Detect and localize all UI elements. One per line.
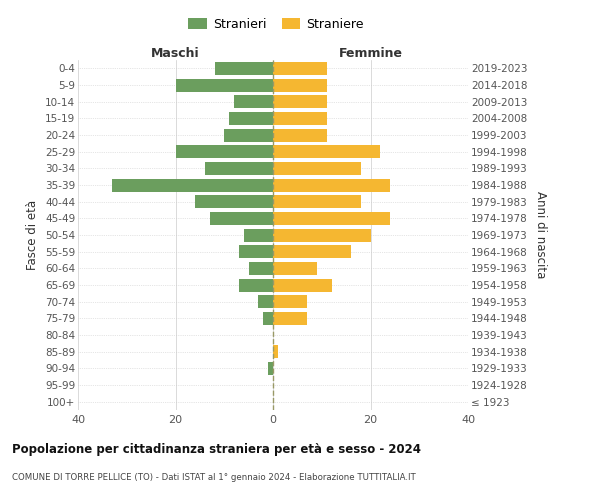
Text: Maschi: Maschi — [151, 47, 200, 60]
Bar — [239, 245, 273, 258]
Bar — [273, 228, 371, 241]
Bar — [273, 112, 326, 125]
Bar — [205, 162, 273, 175]
Bar — [273, 262, 317, 275]
Bar — [273, 245, 351, 258]
Bar — [273, 78, 326, 92]
Bar — [268, 362, 273, 375]
Bar — [234, 95, 273, 108]
Bar — [273, 195, 361, 208]
Y-axis label: Anni di nascita: Anni di nascita — [534, 192, 547, 278]
Bar — [273, 62, 326, 75]
Bar — [195, 195, 273, 208]
Bar — [273, 312, 307, 325]
Y-axis label: Fasce di età: Fasce di età — [26, 200, 40, 270]
Bar — [273, 345, 278, 358]
Text: Femmine: Femmine — [338, 47, 403, 60]
Bar — [224, 128, 273, 141]
Text: COMUNE DI TORRE PELLICE (TO) - Dati ISTAT al 1° gennaio 2024 - Elaborazione TUTT: COMUNE DI TORRE PELLICE (TO) - Dati ISTA… — [12, 472, 416, 482]
Bar — [273, 145, 380, 158]
Bar — [215, 62, 273, 75]
Bar — [248, 262, 273, 275]
Bar — [273, 212, 390, 225]
Bar — [273, 95, 326, 108]
Bar — [239, 278, 273, 291]
Text: Popolazione per cittadinanza straniera per età e sesso - 2024: Popolazione per cittadinanza straniera p… — [12, 442, 421, 456]
Bar — [273, 295, 307, 308]
Bar — [273, 128, 326, 141]
Bar — [176, 145, 273, 158]
Bar — [259, 295, 273, 308]
Bar — [273, 178, 390, 192]
Bar — [112, 178, 273, 192]
Bar — [273, 162, 361, 175]
Bar — [263, 312, 273, 325]
Bar — [273, 278, 331, 291]
Bar — [209, 212, 273, 225]
Legend: Stranieri, Straniere: Stranieri, Straniere — [184, 14, 368, 34]
Bar — [244, 228, 273, 241]
Bar — [176, 78, 273, 92]
Bar — [229, 112, 273, 125]
